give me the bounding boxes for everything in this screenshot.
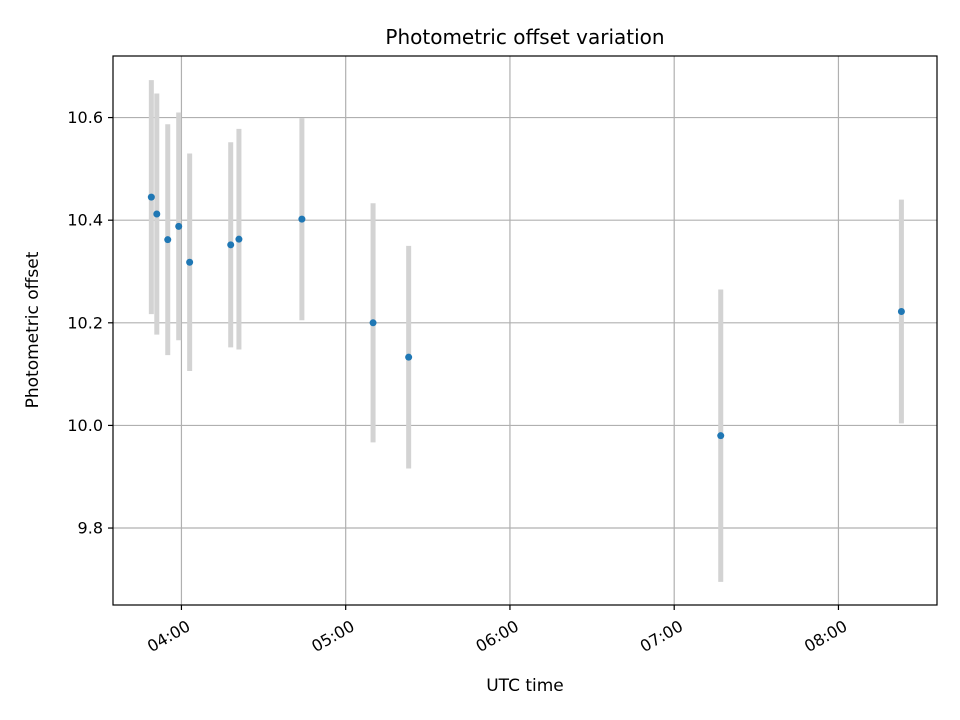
- data-points: [147, 193, 905, 440]
- data-point: [164, 236, 172, 244]
- y-tick-label: 10.2: [67, 313, 103, 332]
- y-tick-label: 10.0: [67, 416, 103, 435]
- y-tick-label: 9.8: [78, 519, 103, 538]
- y-tick-label: 10.4: [67, 211, 103, 230]
- data-point: [175, 222, 183, 230]
- plot-frame: [112, 55, 938, 606]
- data-point: [405, 353, 413, 361]
- x-axis-title: UTC time: [486, 676, 564, 696]
- data-point: [897, 308, 905, 316]
- chart-title: Photometric offset variation: [385, 25, 664, 49]
- data-point: [717, 432, 725, 440]
- y-axis-title: Photometric offset: [23, 251, 43, 408]
- y-axis: 9.8 10.0 10.2 10.4 10.6: [67, 108, 113, 538]
- data-point: [369, 319, 377, 327]
- y-tick-label: 10.6: [67, 108, 103, 127]
- data-point: [298, 215, 306, 223]
- data-point: [227, 241, 235, 249]
- data-point: [153, 210, 161, 218]
- grid: [113, 56, 937, 605]
- data-point: [147, 193, 155, 201]
- data-point: [186, 258, 194, 266]
- data-point: [235, 235, 243, 243]
